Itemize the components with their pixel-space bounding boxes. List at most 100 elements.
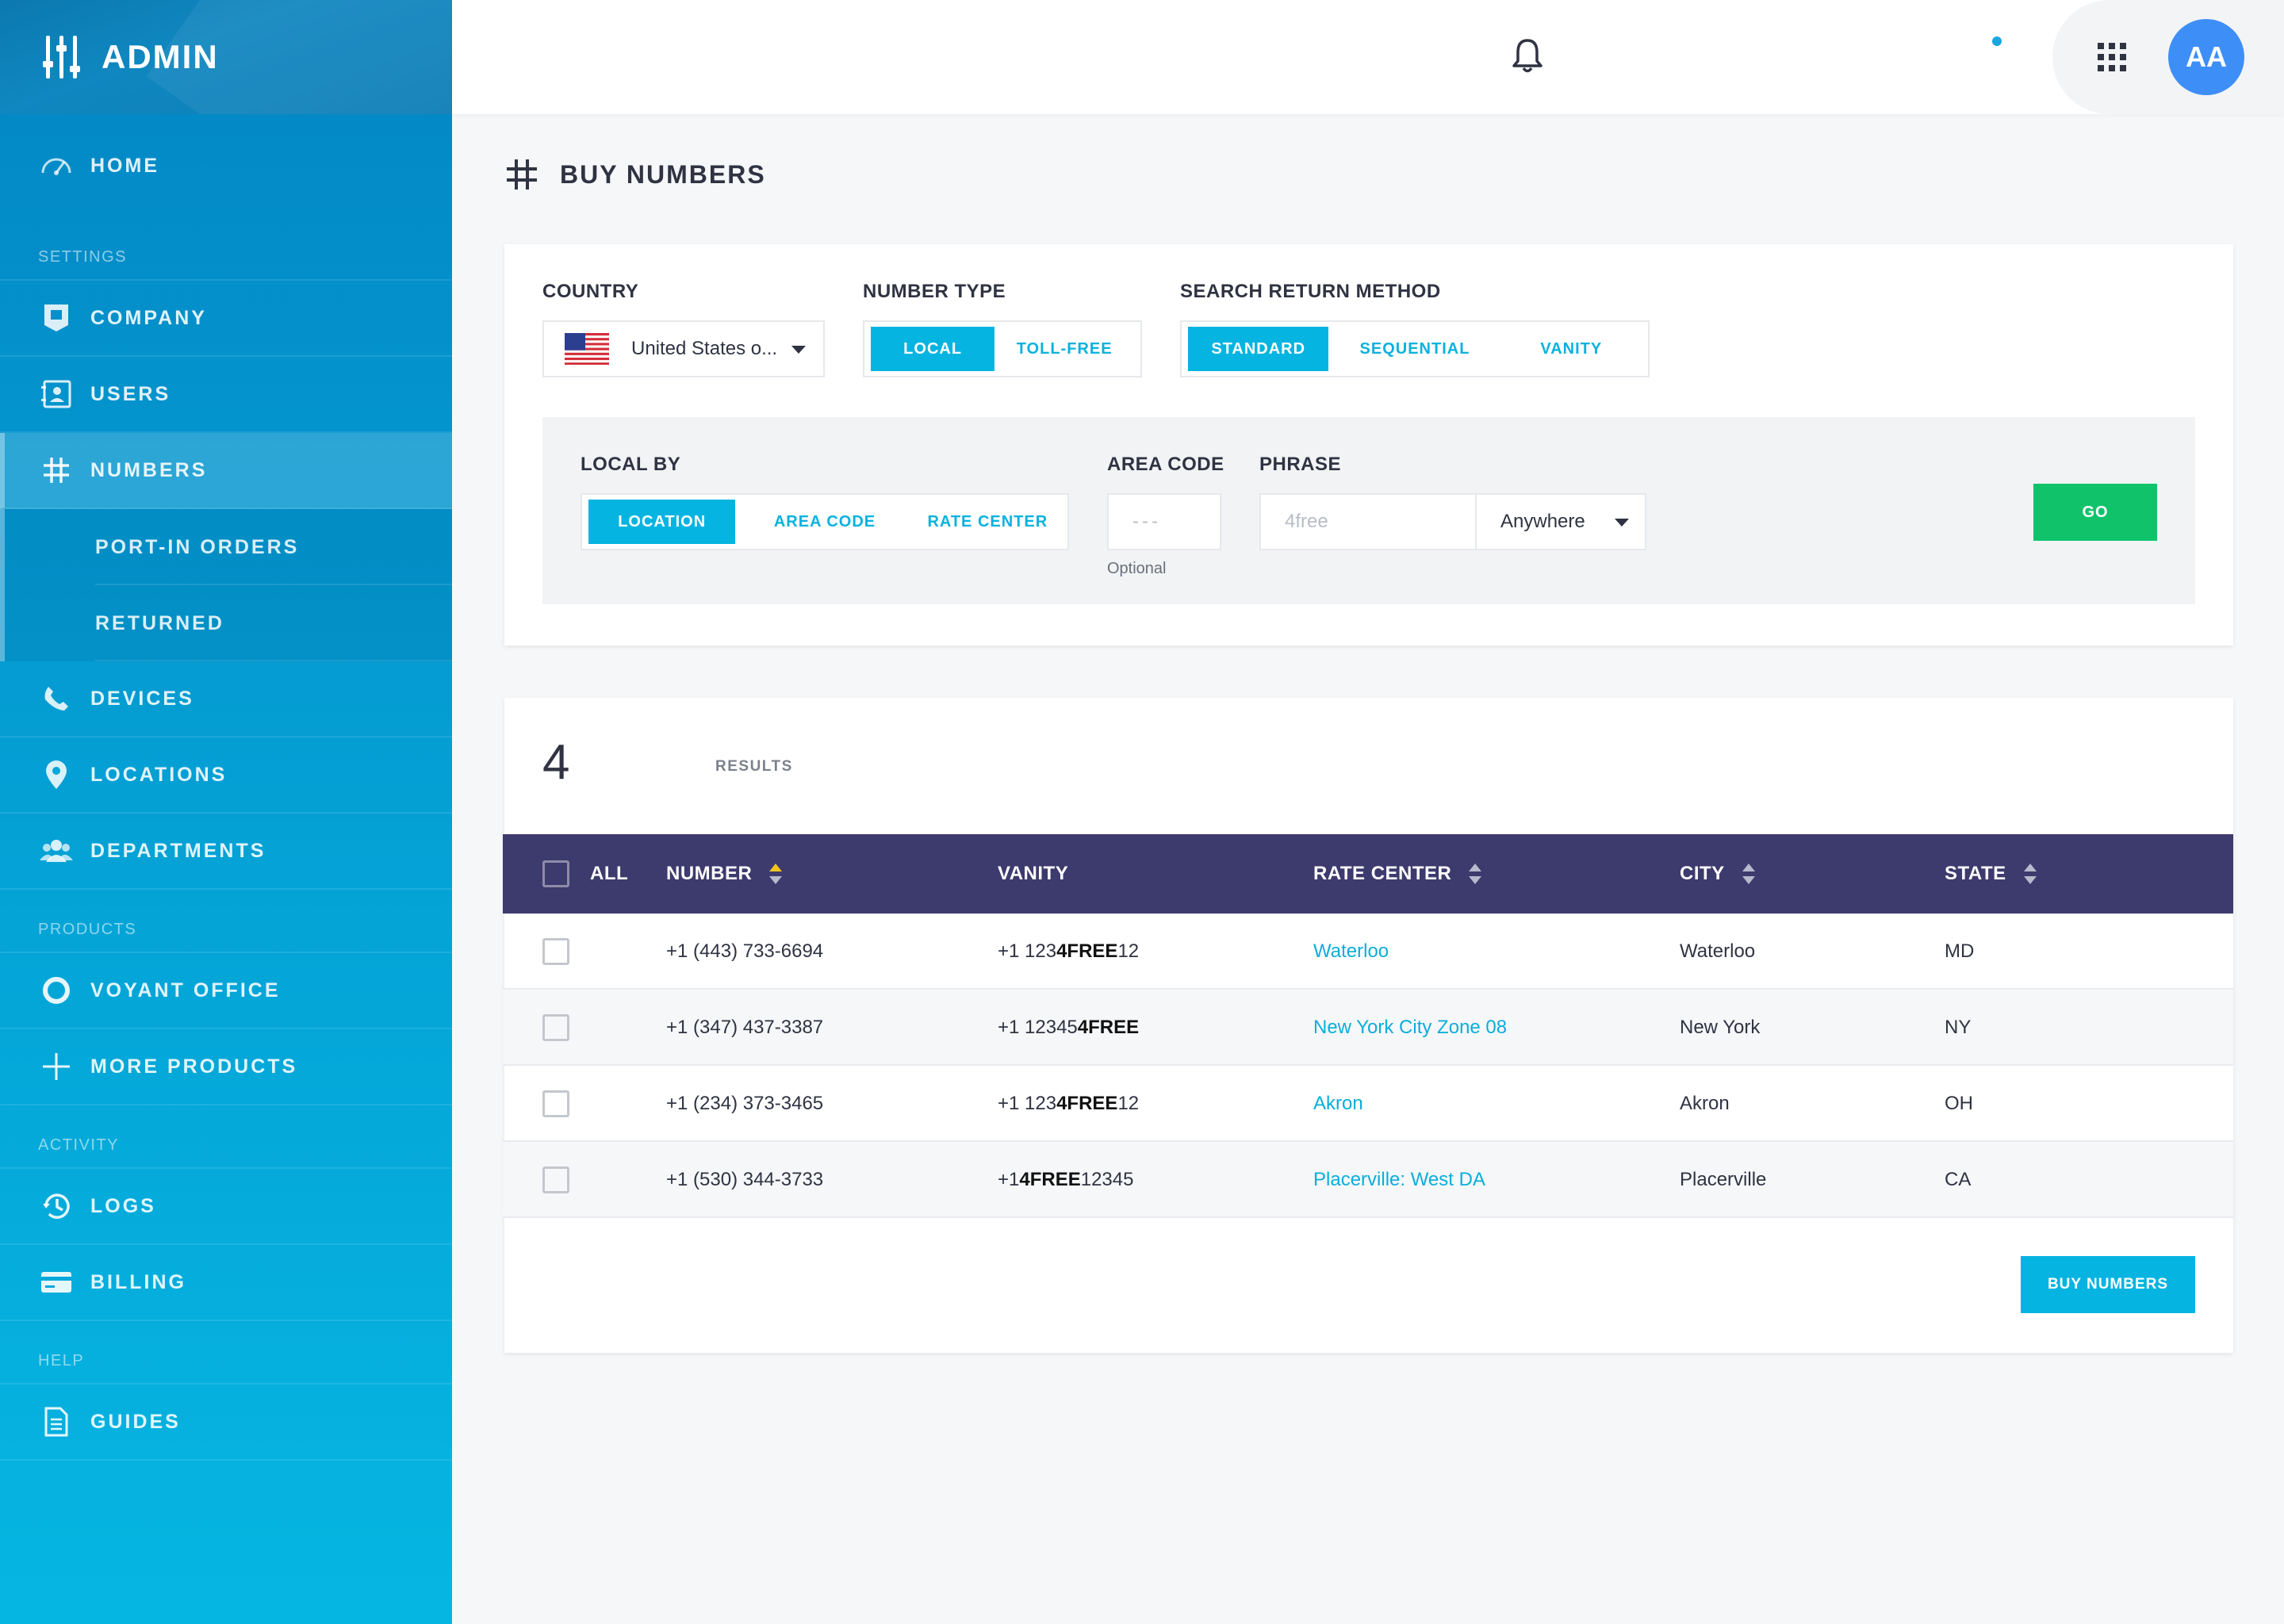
local-by-label: LOCAL BY <box>581 454 681 475</box>
sidebar-item-label: NUMBERS <box>90 458 208 481</box>
select-all-checkbox[interactable] <box>542 860 569 887</box>
results-count: 4 <box>542 735 570 790</box>
column-state[interactable]: STATE <box>1945 834 2037 914</box>
sidebar-item-label: HOME <box>90 154 159 177</box>
history-icon <box>40 1189 73 1223</box>
return-method-sequential[interactable]: SEQUENTIAL <box>1359 339 1470 358</box>
circle-icon <box>40 974 73 1007</box>
sort-icon <box>1742 864 1755 884</box>
table-row[interactable]: +1 (347) 437-3387 +1 12345 4FREE New York… <box>503 990 2233 1066</box>
cell-rate-center-link[interactable]: Placerville: West DA <box>1313 1169 1485 1190</box>
sidebar-item-devices[interactable]: DEVICES <box>0 661 452 737</box>
table-row[interactable]: +1 (443) 733-6694 +1 123 4FREE 12 Waterloo… <box>503 914 2233 990</box>
phrase-label: PHRASE <box>1259 454 1342 475</box>
sidebar-item-logs[interactable]: LOGS <box>0 1169 452 1245</box>
row-checkbox[interactable] <box>542 1090 569 1117</box>
sidebar-item-home[interactable]: HOME <box>0 114 452 217</box>
return-method-label: SEARCH RETURN METHOD <box>1180 281 1441 302</box>
cell-number: +1 (530) 344-3733 <box>666 1169 824 1190</box>
local-by-rate-center[interactable]: RATE CENTER <box>927 512 1048 530</box>
select-all-checkbox-wrap: ALL <box>542 834 628 914</box>
sidebar-item-label: DEPARTMENTS <box>90 839 266 862</box>
page-header: BUY NUMBERS <box>504 157 766 192</box>
cell-number: +1 (347) 437-3387 <box>666 1017 824 1038</box>
go-button[interactable]: GO <box>2033 484 2157 541</box>
sidebar-item-label: MORE PRODUCTS <box>90 1055 298 1078</box>
cell-state: OH <box>1945 1093 1973 1114</box>
cell-vanity: +1 12345 4FREE <box>998 1017 1140 1038</box>
row-checkbox[interactable] <box>542 1014 569 1041</box>
sidebar-item-label: LOCATIONS <box>90 763 228 786</box>
buy-numbers-button[interactable]: BUY NUMBERS <box>2021 1256 2195 1313</box>
apps-grid-icon[interactable] <box>2096 41 2128 73</box>
sidebar-item-label: GUIDES <box>90 1410 181 1433</box>
column-rate-center-label: RATE CENTER <box>1313 863 1452 884</box>
sidebar-item-more-products[interactable]: MORE PRODUCTS <box>0 1029 452 1105</box>
bell-icon[interactable] <box>1508 36 1546 76</box>
cell-number: +1 (443) 733-6694 <box>666 940 824 962</box>
local-by-location[interactable]: LOCATION <box>588 500 736 544</box>
section-activity: ACTIVITY <box>0 1105 452 1169</box>
people-icon <box>40 834 73 868</box>
section-settings: SETTINGS <box>0 217 452 281</box>
sidebar-item-guides[interactable]: GUIDES <box>0 1385 452 1461</box>
sidebar-item-label: PORT-IN ORDERS <box>95 535 300 558</box>
brand-header[interactable]: ADMIN <box>0 0 452 114</box>
sidebar-item-port-in-orders[interactable]: PORT-IN ORDERS <box>0 509 452 585</box>
cell-rate-center-link[interactable]: Akron <box>1313 1093 1363 1114</box>
sidebar-item-billing[interactable]: BILLING <box>0 1245 452 1321</box>
return-method-vanity[interactable]: VANITY <box>1540 339 1603 358</box>
sidebar-item-voyant-office[interactable]: VOYANT OFFICE <box>0 953 452 1029</box>
country-select[interactable]: United States o... <box>542 320 825 377</box>
cell-city: New York <box>1680 1017 1761 1038</box>
return-method-standard[interactable]: STANDARD <box>1188 327 1329 371</box>
column-number[interactable]: NUMBER <box>666 834 783 914</box>
cell-rate-center-link[interactable]: New York City Zone 08 <box>1313 1017 1508 1038</box>
hash-icon <box>40 454 73 487</box>
section-help: HELP <box>0 1321 452 1385</box>
sidebar-item-numbers[interactable]: NUMBERS <box>0 433 452 509</box>
sliders-icon <box>43 36 80 79</box>
cell-rate-center-link[interactable]: Waterloo <box>1313 940 1389 962</box>
phone-icon <box>40 682 73 715</box>
phrase-position-value: Anywhere <box>1500 511 1585 532</box>
sidebar-item-users[interactable]: USERS <box>0 357 452 433</box>
sidebar-item-departments[interactable]: DEPARTMENTS <box>0 814 452 890</box>
plus-icon <box>40 1050 73 1083</box>
cell-state: NY <box>1945 1017 1972 1038</box>
chevron-down-icon <box>791 346 806 354</box>
phrase-position-select[interactable]: Anywhere <box>1475 493 1646 550</box>
local-by-area-code[interactable]: AREA CODE <box>773 512 876 530</box>
hash-icon <box>507 159 537 190</box>
sidebar-item-company[interactable]: COMPANY <box>0 281 452 357</box>
column-number-label: NUMBER <box>666 863 753 884</box>
column-rate-center[interactable]: RATE CENTER <box>1313 834 1482 914</box>
number-type-toll-free[interactable]: TOLL-FREE <box>1016 339 1113 358</box>
number-type-toggle: LOCAL TOLL-FREE <box>863 320 1142 377</box>
sidebar-item-label: USERS <box>90 382 171 405</box>
page-title: BUY NUMBERS <box>560 159 766 189</box>
section-products: PRODUCTS <box>0 890 452 953</box>
area-code-input[interactable]: --- <box>1107 493 1221 550</box>
sidebar-item-returned[interactable]: RETURNED <box>0 585 452 661</box>
column-city-label: CITY <box>1680 863 1725 884</box>
building-icon <box>40 301 73 335</box>
table-row[interactable]: +1 (234) 373-3465 +1 123 4FREE 12 Akron Ak… <box>503 1066 2233 1142</box>
cell-vanity: +1 4FREE 12345 <box>998 1169 1134 1190</box>
table-header: ALL NUMBER VANITY RATE CENTER CITY STATE <box>503 834 2233 914</box>
phrase-input[interactable]: 4free <box>1259 493 1477 550</box>
number-type-local[interactable]: LOCAL <box>871 327 995 371</box>
column-city[interactable]: CITY <box>1680 834 1755 914</box>
avatar[interactable]: AA <box>2168 19 2244 95</box>
select-all-label: ALL <box>590 863 629 884</box>
cell-city: Placerville <box>1680 1169 1767 1190</box>
contacts-icon <box>40 377 73 411</box>
sidebar-item-locations[interactable]: LOCATIONS <box>0 737 452 814</box>
column-vanity-label: VANITY <box>998 863 1069 884</box>
cell-city: Akron <box>1680 1093 1730 1114</box>
table-row[interactable]: +1 (530) 344-3733 +1 4FREE 12345 Placervi… <box>503 1142 2233 1218</box>
row-checkbox[interactable] <box>542 938 569 965</box>
row-checkbox[interactable] <box>542 1166 569 1193</box>
sidebar-item-label: LOGS <box>90 1194 156 1217</box>
sidebar: ADMIN HOME SETTINGS COMPANY USERS NU <box>0 0 452 1624</box>
